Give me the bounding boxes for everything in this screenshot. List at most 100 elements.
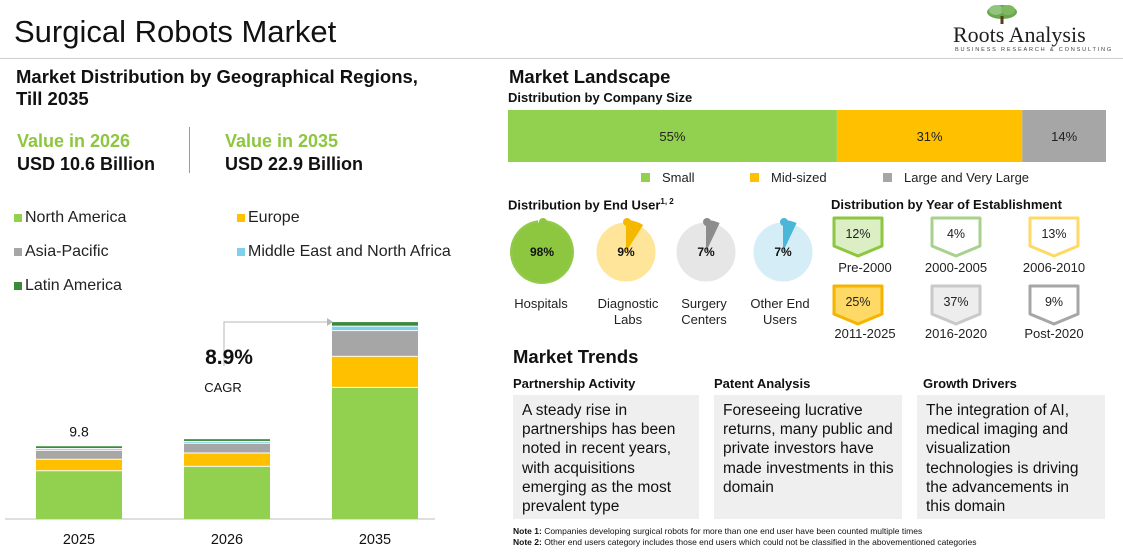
end-user-slice-1 [626,220,644,252]
establishment-period-1: 2000-2005 [925,260,987,275]
bar-gap-2035-2 [332,330,418,332]
company-size-label-1: 31% [917,129,943,144]
regional-title: Market Distribution by Geographical Regi… [16,66,418,110]
establishment-value-5: 9% [1045,295,1063,309]
bar-gap-2026-2 [184,442,270,444]
legend-asia-pacific: Asia-Pacific [14,243,109,261]
cagr-arrow [223,321,327,366]
x-tick-2025: 2025 [63,532,95,548]
title-divider [0,58,1123,59]
bar-gap-2035-0 [332,386,418,388]
note-2: Note 2: Other end users category include… [513,537,977,547]
end-user-label-diagnostic-labs: Diagnostic Labs [597,296,659,327]
bar-segment-2026-1 [184,452,270,466]
value-2035-amount: USD 22.9 Billion [225,154,364,174]
bar-segment-2025-2 [36,449,122,459]
legend-mena: Middle East and North Africa [237,243,451,261]
legend-swatch [14,248,22,256]
establishment-period-4: 2016-2020 [925,326,987,341]
bar-gap-2035-3 [332,325,418,327]
end-user-value-2: 7% [697,245,715,259]
bar-gap-2025-1 [36,458,122,460]
cagr-label: CAGR [204,380,242,395]
end-user-value-1: 9% [617,245,635,259]
company-size-label-0: 55% [659,129,685,144]
establishment-value-2: 13% [1041,227,1066,241]
note-1-text: Companies developing surgical robots for… [544,526,923,536]
legend-north-america: North America [14,209,126,227]
end-user-label-surgery-centers: Surgery Centers [681,296,727,327]
note-2-label: Note 2: [513,537,542,547]
end-user-title-text: Distribution by End User [508,197,661,213]
end-user-marker-0 [539,218,547,226]
company-size-bar: 55% 31% 14% [508,110,1106,162]
legend-label: Latin America [25,277,122,294]
legend-label: Middle East and North Africa [248,243,451,260]
legend-swatch [883,173,892,182]
end-user-slice-2 [706,220,720,252]
establishment-badge-1 [930,216,982,258]
bar-segment-2025-1 [36,458,122,471]
establishment-badge-3 [832,284,884,326]
legend-label: North America [25,209,127,226]
end-user-slice-3 [783,220,797,252]
bar-gap-2026-3 [184,440,270,442]
legend-label: Small [662,170,695,185]
establishment-period-2: 2006-2010 [1023,260,1085,275]
establishment-badge-5 [1028,284,1080,326]
company-size-segment-0 [508,110,837,162]
legend-swatch [641,173,650,182]
bar-gap-2026-0 [184,465,270,467]
legend-swatch [750,173,759,182]
x-tick-2026: 2026 [211,532,243,548]
end-user-marker-1 [623,218,631,226]
value-2026-amount: USD 10.6 Billion [17,154,156,174]
establishment-title: Distribution by Year of Establishment [831,197,1062,212]
trend-box-patent: Foreseeing lucrative returns, many publi… [714,395,902,519]
trends-title: Market Trends [513,346,639,367]
bar-gap-2025-0 [36,470,122,472]
legend-swatch [237,248,245,256]
establishment-badge-2 [1028,216,1080,258]
end-user-title: Distribution by End User1, 2 [508,197,674,212]
note-1-label: Note 1: [513,526,542,536]
company-size-label-2: 14% [1051,129,1077,144]
note-1: Note 1: Companies developing surgical ro… [513,526,922,536]
bar-segment-2035-4 [332,322,418,326]
establishment-badge-0 [832,216,884,258]
end-user-footnote-ref: 1, 2 [660,197,674,206]
logo-tagline: BUSINESS RESEARCH & CONSULTING [955,47,1114,53]
bar-gap-2026-1 [184,452,270,454]
value-2035-label: Value in 2035 [225,131,339,151]
end-user-value-3: 7% [774,245,792,259]
bar-gap-2025-2 [36,449,122,451]
value-divider [189,127,190,173]
legend-label: Europe [248,209,300,226]
bar-segment-2026-0 [184,465,270,519]
bar-segment-2025-0 [36,470,122,519]
establishment-value-1: 4% [947,227,965,241]
regional-title-line2: Till 2035 [16,88,89,109]
bar-gap-2035-1 [332,355,418,357]
cagr-value: 8.9% [205,346,253,369]
establishment-charts: 12% Pre-2000 4% 2000-2005 13% 2006-2010 25% 201… [832,216,1085,341]
page-title: Surgical Robots Market [14,14,337,49]
end-user-charts: 98% 9% 7% 7% [510,218,814,284]
bar-segment-2026-4 [184,439,270,441]
trend-text-patent: Foreseeing lucrative returns, many publi… [723,402,894,496]
legend-swatch [237,214,245,222]
end-user-fill-0 [513,223,571,281]
establishment-value-0: 12% [845,227,870,241]
legend-large: Large and Very Large [883,170,1029,185]
legend-europe: Europe [237,209,300,227]
establishment-badge-4 [930,284,982,326]
data-label-2025: 9.8 [69,423,89,439]
x-tick-2035: 2035 [359,532,391,548]
company-size-title: Distribution by Company Size [508,90,693,105]
trend-text-growth: The integration of AI, medical imaging a… [926,402,1079,516]
bar-segment-2025-4 [36,446,122,449]
legend-mid-sized: Mid-sized [750,170,827,185]
end-user-marker-3 [780,218,788,226]
value-2026-label: Value in 2026 [17,131,131,151]
establishment-period-5: Post-2020 [1024,326,1083,341]
